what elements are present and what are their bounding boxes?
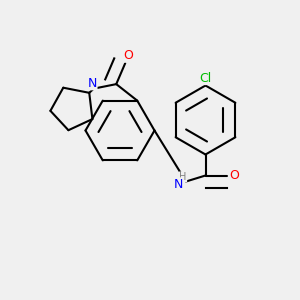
- Text: N: N: [88, 77, 97, 90]
- Text: H: H: [179, 172, 187, 182]
- Text: Cl: Cl: [200, 71, 211, 85]
- Text: O: O: [123, 49, 133, 62]
- Text: N: N: [174, 178, 183, 191]
- Text: O: O: [229, 169, 239, 182]
